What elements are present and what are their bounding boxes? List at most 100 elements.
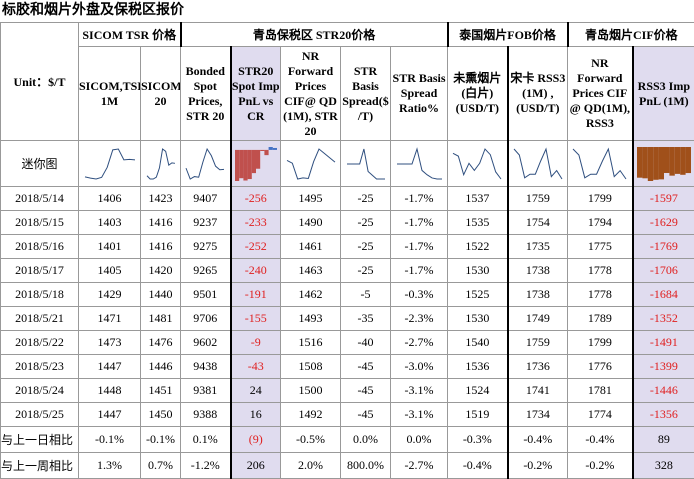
value-cell: -2.7% (391, 331, 448, 355)
value-cell: 1735 (508, 235, 568, 259)
sparkline-cell (181, 141, 231, 187)
value-cell: 1775 (568, 235, 633, 259)
column-header: 未熏烟片 (白片) (USD/T) (448, 47, 508, 141)
value-cell: -1.7% (391, 187, 448, 211)
value-cell: -35 (341, 307, 391, 331)
sparkline-path (397, 149, 442, 179)
date-cell: 2018/5/18 (1, 283, 79, 307)
value-cell: 1738 (508, 259, 568, 283)
sparkline (145, 145, 177, 183)
value-cell: 1754 (508, 211, 568, 235)
column-header: STR Basis Spread($ /T) (341, 47, 391, 141)
spark-bar (675, 147, 680, 174)
summary-cell: 206 (231, 453, 281, 479)
summary-cell: 800.0% (341, 453, 391, 479)
value-cell: -25 (341, 211, 391, 235)
value-cell: 1524 (448, 379, 508, 403)
value-cell: -25 (341, 235, 391, 259)
value-cell: 1447 (79, 355, 141, 379)
value-cell: 9381 (181, 379, 231, 403)
summary-cell: 0.1% (181, 427, 231, 453)
group-header: 青岛保税区 STR20价格 (181, 23, 448, 47)
value-cell: -252 (231, 235, 281, 259)
sparkline (571, 145, 628, 183)
value-cell: 1450 (141, 403, 181, 427)
summary-cell: -0.2% (508, 453, 568, 479)
value-cell: -1684 (633, 283, 694, 307)
spark-bar (256, 149, 260, 168)
spark-bar (252, 149, 256, 172)
summary-cell: 1.3% (79, 453, 141, 479)
column-header: SICOM,TSR, 1M (79, 47, 141, 141)
value-cell: -25 (341, 259, 391, 283)
date-cell: 2018/5/21 (1, 307, 79, 331)
value-cell: -3.0% (391, 355, 448, 379)
summary-cell: -0.2% (568, 453, 633, 479)
value-cell: 1516 (281, 331, 341, 355)
summary-cell: -0.1% (79, 427, 141, 453)
sparkline (512, 145, 564, 183)
value-cell: 1446 (141, 355, 181, 379)
value-cell: 1525 (448, 283, 508, 307)
spark-bar (648, 147, 653, 181)
value-cell: 1401 (79, 235, 141, 259)
value-cell: -2.3% (391, 307, 448, 331)
spark-bar (239, 149, 243, 177)
column-header: Bonded Spot Prices, STR 20 (181, 47, 231, 141)
sparkline-cell (79, 141, 141, 187)
value-cell: -233 (231, 211, 281, 235)
value-cell: -1446 (633, 379, 694, 403)
summary-cell: -0.4% (448, 453, 508, 479)
sparkline (637, 145, 691, 183)
value-cell: 1778 (568, 283, 633, 307)
value-cell: -1769 (633, 235, 694, 259)
value-cell: -191 (231, 283, 281, 307)
spark-bar (637, 147, 642, 178)
spark-bar (642, 147, 647, 178)
value-cell: 1508 (281, 355, 341, 379)
summary-label: 与上一周相比 (1, 453, 79, 479)
sparkline-path (287, 149, 335, 179)
date-cell: 2018/5/17 (1, 259, 79, 283)
value-cell: 1530 (448, 259, 508, 283)
value-cell: 1447 (79, 403, 141, 427)
value-cell: 1535 (448, 211, 508, 235)
sparkline-path (147, 149, 175, 179)
value-cell: 1481 (141, 307, 181, 331)
value-cell: 1416 (141, 235, 181, 259)
value-cell: 9388 (181, 403, 231, 427)
value-cell: -9 (231, 331, 281, 355)
value-cell: 1463 (281, 259, 341, 283)
value-cell: 1451 (141, 379, 181, 403)
spark-bar (264, 149, 268, 154)
value-cell: 1741 (508, 379, 568, 403)
value-cell: 1799 (568, 187, 633, 211)
value-cell: 1403 (79, 211, 141, 235)
title: 标胶和烟片外盘及保税区报价 (0, 0, 694, 22)
value-cell: 1492 (281, 403, 341, 427)
sparkline (285, 145, 337, 183)
value-cell: 9265 (181, 259, 231, 283)
value-cell: -45 (341, 379, 391, 403)
value-cell: 1519 (448, 403, 508, 427)
value-cell: -1629 (633, 211, 694, 235)
sparkline (235, 145, 277, 183)
summary-cell: 89 (633, 427, 694, 453)
sparkline-cell (341, 141, 391, 187)
value-cell: -25 (341, 187, 391, 211)
value-cell: -45 (341, 355, 391, 379)
sparkline (83, 145, 137, 183)
column-header: RSS3 Imp PnL (1M) (633, 47, 694, 141)
summary-cell: -2.7% (391, 453, 448, 479)
summary-cell: (9) (231, 427, 281, 453)
value-cell: -5 (341, 283, 391, 307)
summary-cell: 0.7% (141, 453, 181, 479)
value-cell: -40 (341, 331, 391, 355)
value-cell: -1356 (633, 403, 694, 427)
